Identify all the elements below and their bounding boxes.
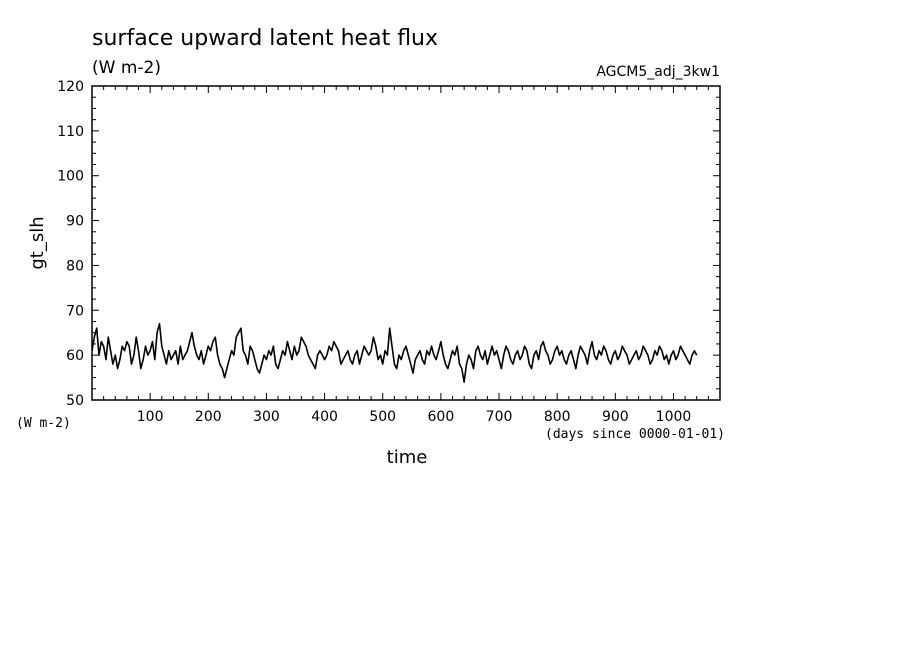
x-tick-label: 800 (544, 409, 571, 425)
x-axis: 100 200 300 400 500 600 700 800 900 1000 (103, 86, 709, 425)
run-label: AGCM5_adj_3kw1 (596, 64, 720, 80)
y-tick-label: 90 (66, 214, 84, 230)
y-tick-label: 100 (57, 169, 84, 185)
y-tick-label: 60 (66, 348, 84, 364)
y-tick-label: 120 (57, 79, 84, 95)
series-line (91, 322, 698, 383)
y-tick-label: 110 (57, 124, 84, 140)
y-tick-label: 50 (66, 393, 84, 409)
x-tick-label: 500 (369, 409, 396, 425)
x-tick-label: 1000 (656, 409, 692, 425)
x-tick-label: 700 (486, 409, 513, 425)
x-tick-label: 100 (137, 409, 164, 425)
y-tick-label: 80 (66, 258, 84, 274)
x-axis-units: (days since 0000-01-01) (545, 427, 725, 442)
plot-frame (91, 85, 721, 401)
y-axis: 50 60 70 80 90 100 110 120 (57, 79, 720, 409)
x-tick-label: 300 (253, 409, 280, 425)
y-axis-label: gt_slh (27, 216, 48, 269)
y-axis-units: (W m-2) (16, 416, 71, 431)
x-tick-label: 200 (195, 409, 222, 425)
x-axis-label: time (387, 447, 428, 468)
chart-units: (W m-2) (92, 58, 161, 78)
x-tick-label: 900 (602, 409, 629, 425)
chart-title: surface upward latent heat flux (92, 26, 438, 51)
x-tick-label: 600 (428, 409, 455, 425)
x-tick-label: 400 (311, 409, 338, 425)
y-tick-label: 70 (66, 303, 84, 319)
